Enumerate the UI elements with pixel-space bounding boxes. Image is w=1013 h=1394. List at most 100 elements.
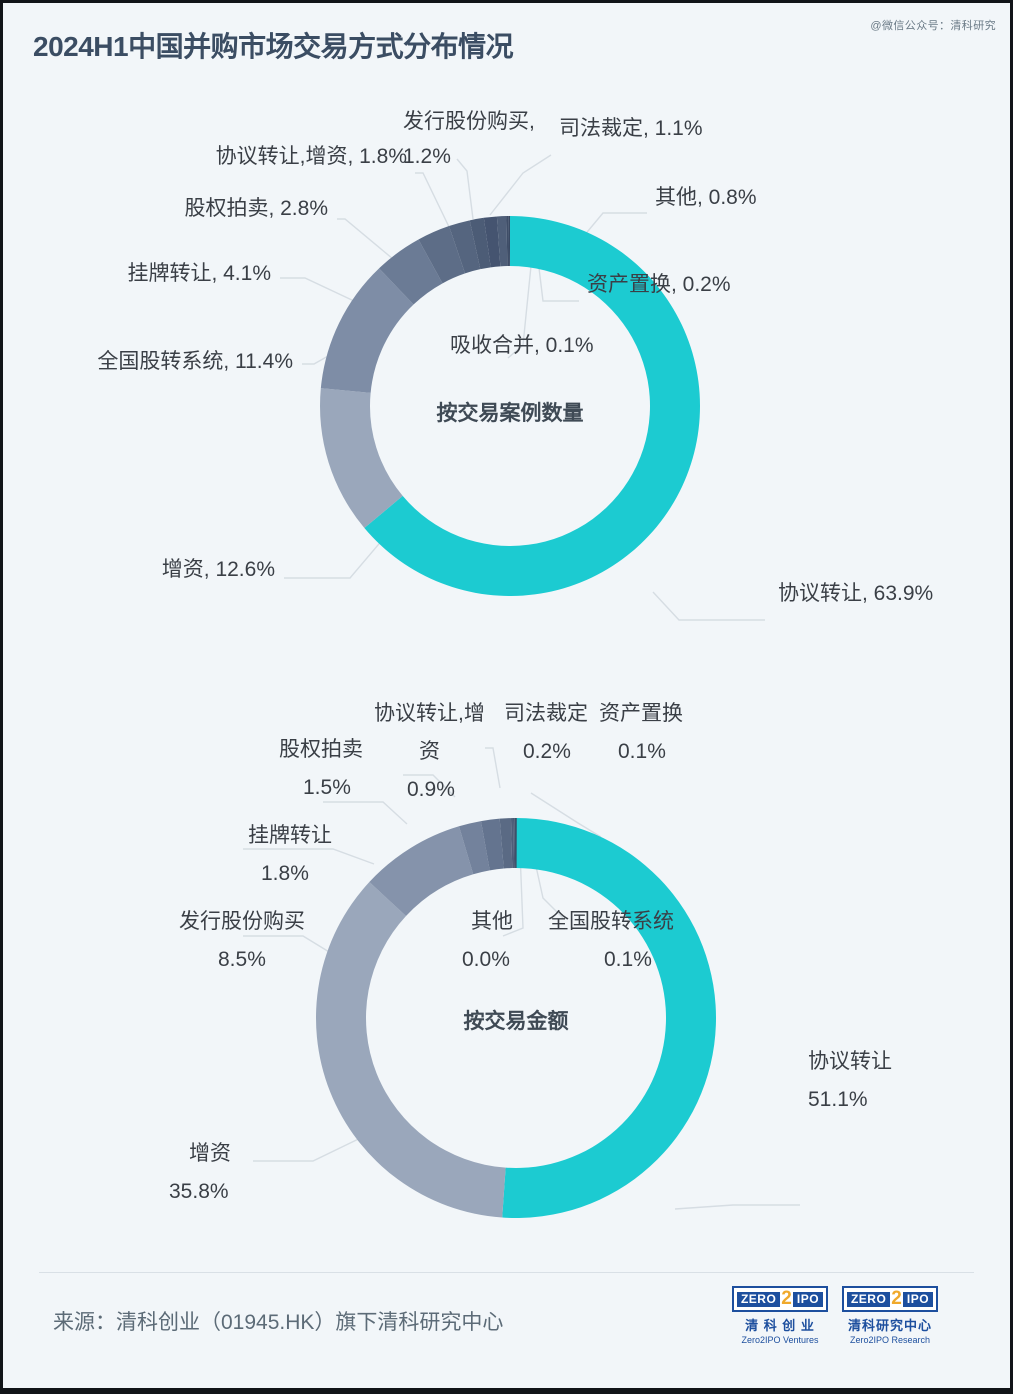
donut-slice[interactable]: 挂牌转让, 1.8% bbox=[458, 821, 490, 875]
footer-divider bbox=[39, 1272, 974, 1273]
slice-label: 股权拍卖 bbox=[279, 738, 363, 761]
leader-line bbox=[507, 265, 532, 359]
logo-cn-text: 清科研究中心 bbox=[847, 1318, 932, 1333]
donut-slice[interactable]: 增资, 35.8% bbox=[315, 882, 506, 1218]
slice-label: 增资, 12.6% bbox=[162, 558, 275, 581]
donut-svg-2: 协议转让, 51.1%增资, 35.8%发行股份购买, 8.5%挂牌转让, 1.… bbox=[169, 702, 892, 1218]
donut-slice[interactable]: 增资, 12.6% bbox=[320, 388, 403, 529]
donut-slice[interactable]: 协议转让,增资, 1.8% bbox=[449, 220, 481, 274]
donut-slice[interactable]: 司法裁定, 0.2% bbox=[510, 818, 515, 869]
logo-zero2ipo-research: ZERO 2 IPO 清科研究中心 Zero2IPO Research bbox=[842, 1286, 938, 1345]
donut-slice[interactable]: 吸收合并, 0.1% bbox=[508, 216, 510, 267]
slice-label: 全国股转系统 bbox=[548, 910, 674, 933]
slice-label: 发行股份购买 bbox=[179, 910, 305, 933]
slice-label: 0.2% bbox=[523, 740, 571, 763]
donut-slice[interactable]: 发行股份购买, 8.5% bbox=[369, 826, 474, 917]
leader-line bbox=[323, 801, 408, 825]
footer: 来源：清科创业（01945.HK）旗下清科研究中心 ZERO 2 IPO 清 科… bbox=[3, 1272, 1010, 1364]
leader-line bbox=[243, 848, 375, 865]
logo-group: ZERO 2 IPO 清 科 创 业 Zero2IPO Ventures ZER… bbox=[732, 1286, 938, 1345]
leader-line bbox=[403, 774, 456, 798]
slice-label: 资产置换, 0.2% bbox=[587, 273, 731, 296]
logo-zero2ipo-ventures: ZERO 2 IPO 清 科 创 业 Zero2IPO Ventures bbox=[732, 1286, 828, 1345]
slice-label: 挂牌转让, 4.1% bbox=[127, 262, 271, 285]
zero2ipo-logo-mark: ZERO 2 IPO bbox=[842, 1286, 938, 1312]
donut-slice[interactable]: 全国股转系统, 0.1% bbox=[514, 818, 516, 869]
slice-label: 全国股转系统, 11.4% bbox=[97, 350, 293, 373]
slice-label: 资 bbox=[419, 740, 440, 763]
slice-label: 0.1% bbox=[618, 740, 666, 763]
infographic-page: @微信公众号：清科研究 2024H1中国并购市场交易方式分布情况 协议转让, 6… bbox=[3, 3, 1010, 1388]
logo-zero-text: ZERO bbox=[736, 1291, 781, 1307]
slice-label: 1.8% bbox=[261, 862, 309, 885]
leader-lines-2 bbox=[243, 747, 800, 1210]
logo-en-text: Zero2IPO Ventures bbox=[741, 1335, 819, 1345]
leader-line bbox=[489, 154, 552, 216]
donut-slice[interactable]: 其他, 0.8% bbox=[496, 216, 508, 267]
donut-slice[interactable]: 司法裁定, 1.1% bbox=[483, 216, 501, 268]
donut-chart-by-case-count: 协议转让, 63.9%增资, 12.6%全国股转系统, 11.4%挂牌转让, 4… bbox=[3, 73, 1013, 683]
logo-en-text: Zero2IPO Research bbox=[849, 1335, 931, 1345]
leader-line bbox=[485, 747, 501, 789]
leader-line bbox=[280, 277, 355, 302]
leader-line bbox=[530, 792, 602, 838]
slice-label: 发行股份购买, bbox=[403, 110, 535, 133]
donut-slices-2: 协议转让, 51.1%增资, 35.8%发行股份购买, 8.5%挂牌转让, 1.… bbox=[315, 818, 717, 1218]
slice-label: 增资 bbox=[189, 1142, 231, 1165]
leader-line bbox=[253, 1130, 376, 1162]
logo-two-glyph: 2 bbox=[781, 1288, 792, 1309]
donut-slice[interactable]: 股权拍卖, 1.5% bbox=[480, 818, 504, 871]
donut-svg-1: 协议转让, 63.9%增资, 12.6%全国股转系统, 11.4%挂牌转让, 4… bbox=[97, 110, 933, 621]
chart1-center-label: 按交易案例数量 bbox=[437, 401, 584, 425]
source-text: 来源：清科创业（01945.HK）旗下清科研究中心 bbox=[53, 1311, 504, 1334]
slice-label: 协议转让 bbox=[808, 1050, 892, 1073]
slice-label: 51.1% bbox=[808, 1088, 868, 1111]
donut-slice[interactable]: 资产置换, 0.1% bbox=[513, 818, 516, 869]
leader-line bbox=[415, 172, 452, 232]
leader-line bbox=[456, 158, 474, 220]
donut-slice[interactable]: 发行股份购买, 1.2% bbox=[469, 217, 491, 270]
leader-line bbox=[652, 591, 765, 621]
zero2ipo-logo-mark: ZERO 2 IPO bbox=[732, 1286, 828, 1312]
slice-label: 协议转让,增资, 1.8% bbox=[216, 145, 407, 168]
slice-labels-2: 协议转让 51.1% 增资 35.8% 发行股份购买 8.5% 挂牌转让 1.8% 股权拍卖 1.… bbox=[169, 702, 892, 1203]
leader-line bbox=[538, 267, 579, 302]
donut-slice[interactable]: 协议转让, 51.1% bbox=[502, 818, 717, 1218]
donut-slices-1: 协议转让, 63.9%增资, 12.6%全国股转系统, 11.4%挂牌转让, 4… bbox=[320, 216, 700, 596]
leader-line bbox=[674, 1204, 800, 1210]
logo-ipo-text: IPO bbox=[902, 1291, 934, 1307]
donut-slice[interactable]: 资产置换, 0.2% bbox=[506, 216, 510, 267]
donut-slice[interactable]: 协议转让, 63.9% bbox=[364, 216, 700, 596]
donut-slice[interactable]: 股权拍卖, 2.8% bbox=[418, 226, 466, 284]
donut-slice[interactable]: 挂牌转让, 4.1% bbox=[379, 239, 443, 305]
logo-zero-text: ZERO bbox=[846, 1291, 891, 1307]
slice-label: 1.5% bbox=[303, 776, 351, 799]
slice-label: 8.5% bbox=[218, 948, 266, 971]
leader-line bbox=[337, 218, 394, 260]
slice-label: 1.2% bbox=[403, 145, 451, 168]
slice-label: 资产置换 bbox=[599, 702, 683, 725]
slice-label: 0.0% bbox=[462, 948, 510, 971]
donut-slice[interactable]: 全国股转系统, 11.4% bbox=[320, 268, 414, 393]
slice-label: 司法裁定 bbox=[504, 702, 588, 725]
slice-label: 司法裁定, 1.1% bbox=[559, 117, 703, 140]
slice-label: 35.8% bbox=[169, 1180, 229, 1203]
logo-ipo-text: IPO bbox=[792, 1291, 824, 1307]
slice-label: 股权拍卖, 2.8% bbox=[184, 197, 328, 220]
logo-two-glyph: 2 bbox=[891, 1288, 902, 1309]
watermark-text: @微信公众号：清科研究 bbox=[870, 20, 996, 32]
donut-slice[interactable]: 其他, 0.0% bbox=[516, 818, 517, 869]
chart2-center-label: 按交易金额 bbox=[464, 1009, 569, 1033]
slice-labels-1: 协议转让, 63.9%增资, 12.6%全国股转系统, 11.4%挂牌转让, 4… bbox=[97, 110, 933, 605]
slice-label: 其他, 0.8% bbox=[655, 186, 757, 209]
leader-line bbox=[243, 935, 340, 959]
slice-label: 协议转让,增 bbox=[374, 702, 485, 725]
slice-label: 其他 bbox=[471, 910, 513, 933]
slice-label: 协议转让, 63.9% bbox=[778, 582, 933, 605]
slice-label: 挂牌转让 bbox=[248, 824, 332, 847]
page-title: 2024H1中国并购市场交易方式分布情况 bbox=[33, 31, 514, 62]
logo-cn-text: 清 科 创 业 bbox=[745, 1318, 815, 1333]
donut-slice[interactable]: 协议转让,增资, 0.9% bbox=[499, 818, 513, 869]
slice-label: 吸收合并, 0.1% bbox=[450, 334, 594, 357]
slice-label: 0.9% bbox=[407, 778, 455, 801]
